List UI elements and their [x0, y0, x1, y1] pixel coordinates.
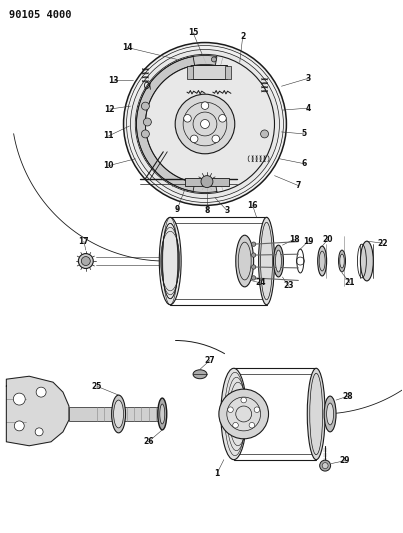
Text: 23: 23: [283, 281, 294, 290]
Text: 26: 26: [143, 437, 154, 446]
Text: 9: 9: [174, 205, 180, 214]
Circle shape: [227, 397, 261, 431]
Circle shape: [184, 115, 191, 122]
Text: 15: 15: [188, 28, 198, 37]
Circle shape: [201, 102, 209, 109]
Text: 10: 10: [104, 161, 114, 170]
Circle shape: [251, 253, 256, 257]
Circle shape: [212, 57, 216, 62]
Circle shape: [228, 407, 233, 413]
Circle shape: [251, 242, 256, 246]
Circle shape: [124, 43, 287, 205]
Ellipse shape: [360, 241, 373, 281]
Bar: [225, 66, 231, 79]
Text: 25: 25: [91, 382, 102, 391]
Text: 24: 24: [256, 278, 266, 287]
Circle shape: [131, 50, 279, 198]
Circle shape: [201, 119, 210, 128]
Ellipse shape: [324, 396, 336, 432]
Bar: [185, 177, 229, 185]
Ellipse shape: [327, 403, 334, 425]
Circle shape: [261, 130, 268, 138]
Circle shape: [36, 387, 46, 397]
Circle shape: [35, 428, 43, 436]
Ellipse shape: [339, 250, 345, 272]
Ellipse shape: [307, 368, 325, 459]
Text: 4: 4: [305, 103, 311, 112]
Text: 27: 27: [205, 356, 215, 365]
Circle shape: [190, 135, 198, 143]
Circle shape: [81, 256, 90, 265]
Ellipse shape: [193, 370, 207, 379]
Text: 29: 29: [340, 456, 350, 465]
Bar: [187, 66, 193, 79]
Text: 16: 16: [247, 201, 258, 210]
Text: 14: 14: [122, 43, 133, 52]
Bar: [191, 66, 227, 79]
Circle shape: [322, 463, 328, 469]
Bar: [69, 407, 162, 421]
Circle shape: [212, 135, 220, 143]
Text: 8: 8: [204, 206, 210, 215]
Circle shape: [78, 254, 93, 269]
Circle shape: [143, 118, 152, 126]
Ellipse shape: [221, 368, 247, 459]
Ellipse shape: [276, 250, 281, 272]
Text: 20: 20: [323, 235, 333, 244]
Ellipse shape: [259, 217, 274, 305]
Text: 13: 13: [108, 76, 119, 85]
Polygon shape: [6, 376, 69, 446]
Circle shape: [175, 94, 235, 154]
Circle shape: [141, 130, 150, 138]
Text: 3: 3: [224, 206, 229, 215]
Ellipse shape: [236, 235, 253, 287]
Circle shape: [141, 102, 150, 110]
Text: 1: 1: [214, 469, 220, 478]
Circle shape: [254, 407, 260, 413]
Text: 12: 12: [104, 104, 115, 114]
Circle shape: [219, 115, 226, 122]
Ellipse shape: [274, 245, 283, 277]
Text: 11: 11: [104, 132, 114, 140]
Ellipse shape: [340, 254, 344, 268]
Text: 7: 7: [296, 181, 301, 190]
Ellipse shape: [159, 217, 181, 305]
Text: 28: 28: [343, 392, 353, 401]
Text: 22: 22: [378, 239, 388, 248]
Circle shape: [13, 393, 25, 405]
Circle shape: [249, 423, 255, 428]
Text: 5: 5: [302, 130, 307, 139]
Text: 90105 4000: 90105 4000: [9, 10, 72, 20]
Circle shape: [251, 276, 256, 280]
Circle shape: [241, 397, 247, 403]
Circle shape: [320, 460, 330, 471]
Circle shape: [201, 176, 213, 188]
Circle shape: [251, 265, 256, 269]
Text: 6: 6: [302, 159, 307, 168]
Text: 17: 17: [79, 237, 89, 246]
Circle shape: [14, 421, 24, 431]
Polygon shape: [137, 56, 195, 191]
Ellipse shape: [318, 246, 327, 276]
Text: 18: 18: [289, 235, 300, 244]
Ellipse shape: [160, 404, 165, 424]
Ellipse shape: [114, 400, 124, 428]
Ellipse shape: [158, 398, 167, 430]
Text: 3: 3: [305, 74, 311, 83]
Text: 21: 21: [345, 278, 355, 287]
Circle shape: [233, 423, 238, 428]
Text: 19: 19: [303, 237, 314, 246]
Ellipse shape: [112, 395, 125, 433]
Text: 2: 2: [240, 32, 245, 41]
Circle shape: [219, 389, 268, 439]
Polygon shape: [137, 55, 217, 192]
